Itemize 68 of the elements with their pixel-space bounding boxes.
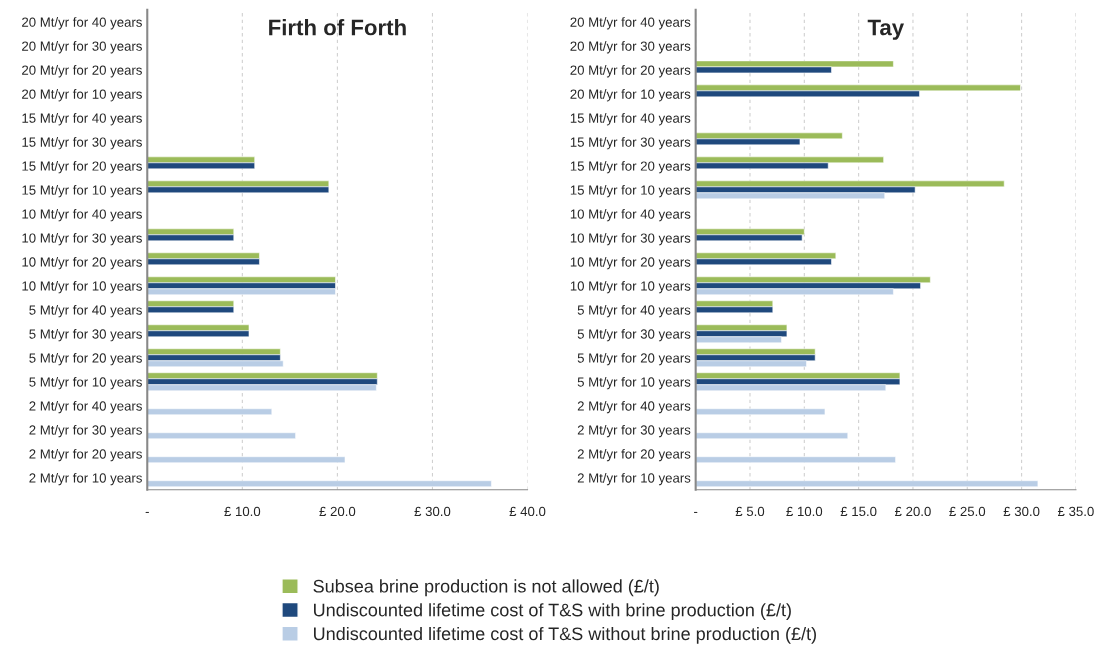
y-tick-label: 5 Mt/yr for 40 years	[29, 305, 142, 318]
chart-title: Firth of Forth	[269, 19, 406, 36]
x-tick-label: £ 20.0	[894, 506, 931, 517]
bar	[695, 432, 849, 440]
bar	[147, 432, 296, 440]
y-tick-label: 5 Mt/yr for 30 years	[577, 329, 691, 342]
y-tick-label: 10 Mt/yr for 10 years	[570, 281, 691, 294]
y-tick-label: 5 Mt/yr for 30 years	[29, 329, 142, 342]
y-tick-label: 2 Mt/yr for 40 years	[29, 400, 142, 414]
y-tick-label: 15 Mt/yr for 20 years	[22, 161, 142, 174]
y-tick-label: 15 Mt/yr for 30 years	[570, 137, 691, 150]
bar	[695, 480, 1039, 487]
y-tick-label: 5 Mt/yr for 10 years	[577, 376, 691, 390]
x-tick-label: £ 5.0	[735, 506, 765, 517]
y-tick-label: 10 Mt/yr for 20 years	[570, 257, 691, 270]
y-tick-label: 5 Mt/yr for 20 years	[577, 352, 691, 366]
x-tick-label: -	[694, 511, 698, 513]
x-tick-label: £ 10.0	[224, 506, 261, 517]
bar	[147, 456, 346, 464]
bar	[147, 276, 336, 284]
legend-label: Undiscounted lifetime cost of T&S with brine production (£/t)	[314, 603, 791, 620]
y-tick-label: 20 Mt/yr for 20 years	[570, 65, 691, 78]
legend-label: Subsea brine production is not allowed (£/t)	[313, 579, 659, 597]
y-tick-label: 15 Mt/yr for 10 years	[570, 185, 691, 198]
y-tick-label: 2 Mt/yr for 10 years	[577, 472, 691, 486]
bar	[695, 408, 826, 416]
y-tick-label: 15 Mt/yr for 40 years	[570, 113, 691, 126]
y-tick-label: 5 Mt/yr for 40 years	[577, 305, 691, 318]
y-tick-label: 10 Mt/yr for 40 years	[22, 209, 142, 222]
y-tick-label: 10 Mt/yr for 30 years	[570, 233, 691, 246]
x-tick-label: £ 20.0	[319, 506, 356, 517]
y-tick-label: 15 Mt/yr for 20 years	[570, 161, 691, 174]
y-tick-label: 20 Mt/yr for 40 years	[570, 17, 691, 30]
x-tick-label: £ 30.0	[414, 506, 451, 517]
y-tick-label: 20 Mt/yr for 10 years	[22, 89, 142, 102]
x-tick-label: £ 15.0	[840, 506, 877, 517]
y-tick-label: 15 Mt/yr for 10 years	[22, 185, 142, 198]
y-tick-label: 2 Mt/yr for 20 years	[29, 448, 142, 462]
x-tick-label: £ 25.0	[949, 506, 986, 517]
bar	[147, 348, 281, 356]
bar	[695, 456, 896, 464]
bar	[147, 480, 492, 487]
y-tick-label: 5 Mt/yr for 20 years	[29, 352, 142, 366]
chart-title: Tay	[867, 19, 904, 40]
bar	[147, 408, 273, 416]
y-tick-label: 20 Mt/yr for 20 years	[22, 65, 142, 78]
y-tick-label: 15 Mt/yr for 30 years	[22, 137, 142, 150]
y-tick-label: 20 Mt/yr for 10 years	[570, 89, 691, 102]
y-tick-label: 5 Mt/yr for 10 years	[29, 376, 142, 390]
x-tick-label: £ 35.0	[1057, 506, 1094, 517]
x-tick-label: -	[145, 511, 149, 513]
y-tick-label: 2 Mt/yr for 20 years	[577, 448, 691, 462]
y-tick-label: 20 Mt/yr for 30 years	[22, 41, 142, 54]
y-tick-label: 2 Mt/yr for 30 years	[577, 424, 691, 438]
y-tick-label: 20 Mt/yr for 40 years	[22, 17, 142, 30]
y-tick-label: 15 Mt/yr for 40 years	[22, 113, 142, 126]
y-tick-label: 10 Mt/yr for 40 years	[570, 209, 691, 222]
legend-label: Undiscounted lifetime cost of T&S without brine production (£/t)	[314, 626, 816, 644]
y-tick-label: 2 Mt/yr for 30 years	[29, 424, 142, 438]
y-tick-label: 20 Mt/yr for 30 years	[570, 41, 691, 54]
y-tick-label: 2 Mt/yr for 10 years	[29, 472, 142, 486]
y-tick-label: 2 Mt/yr for 40 years	[577, 400, 691, 414]
x-tick-label: £ 40.0	[509, 506, 546, 517]
x-tick-label: £ 10.0	[786, 506, 823, 517]
y-tick-label: 10 Mt/yr for 20 years	[22, 257, 142, 270]
y-tick-label: 10 Mt/yr for 10 years	[22, 281, 142, 294]
x-tick-label: £ 30.0	[1003, 506, 1040, 517]
y-tick-label: 10 Mt/yr for 30 years	[22, 233, 142, 246]
